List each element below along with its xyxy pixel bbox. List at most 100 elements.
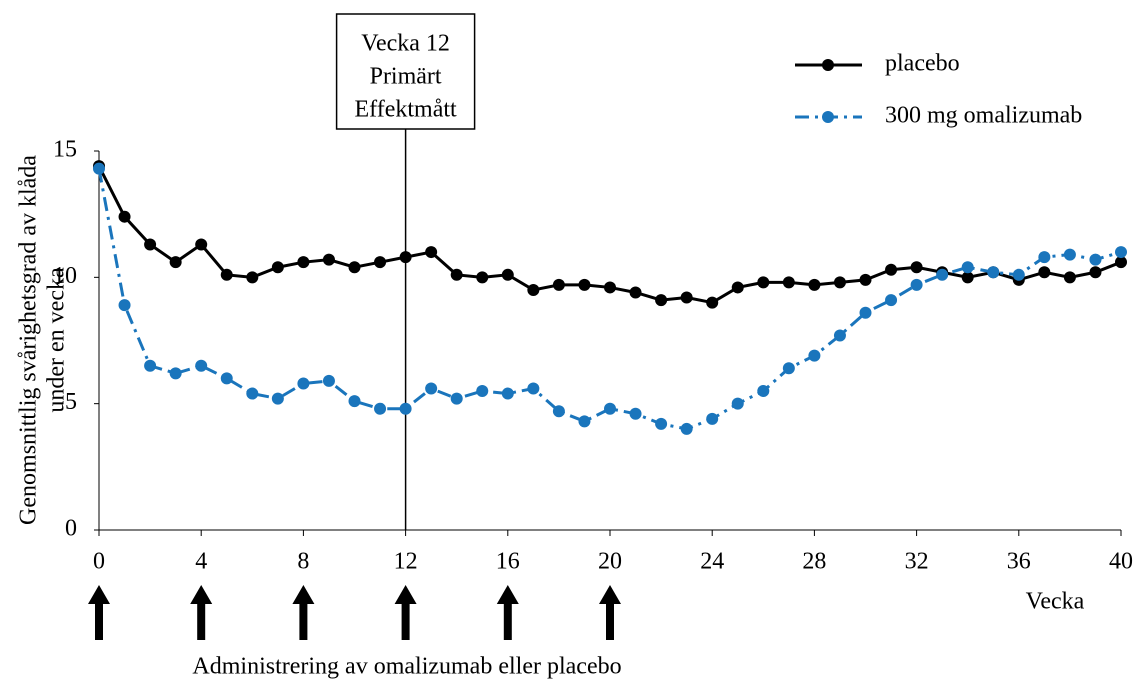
data-point bbox=[118, 299, 131, 312]
data-point bbox=[322, 253, 335, 266]
data-point bbox=[450, 392, 463, 405]
data-point bbox=[169, 256, 182, 269]
y-tick-label: 15 bbox=[53, 137, 77, 163]
data-point bbox=[680, 291, 693, 304]
data-point bbox=[1115, 246, 1127, 259]
legend-marker bbox=[822, 111, 834, 123]
data-point bbox=[833, 276, 846, 289]
data-point bbox=[655, 294, 668, 307]
data-point bbox=[552, 278, 565, 291]
data-point bbox=[169, 367, 182, 380]
data-point bbox=[297, 256, 310, 269]
data-point bbox=[578, 278, 591, 291]
data-point bbox=[399, 402, 412, 415]
data-point bbox=[399, 251, 412, 264]
data-point bbox=[501, 268, 514, 281]
annotation-text: Primärt bbox=[370, 64, 442, 90]
data-point bbox=[961, 271, 974, 284]
data-point bbox=[936, 268, 949, 281]
data-point bbox=[782, 276, 795, 289]
data-point bbox=[1012, 268, 1025, 281]
data-point bbox=[220, 372, 233, 385]
data-point bbox=[1115, 256, 1127, 269]
data-point bbox=[195, 359, 208, 372]
x-tick-label: 40 bbox=[1109, 549, 1133, 575]
data-point bbox=[833, 329, 846, 342]
data-point bbox=[144, 238, 157, 251]
data-point bbox=[527, 283, 540, 296]
data-point bbox=[706, 296, 719, 309]
data-point bbox=[757, 385, 770, 398]
data-point bbox=[808, 349, 821, 362]
y-tick-label: 5 bbox=[65, 389, 77, 415]
data-point bbox=[885, 263, 898, 276]
data-point bbox=[374, 402, 387, 415]
annotation-box bbox=[335, 13, 476, 130]
data-point bbox=[859, 306, 872, 319]
annotation-text: Vecka 12 bbox=[361, 31, 450, 57]
footer: Administrering av omalizumab eller place… bbox=[192, 654, 621, 680]
data-point bbox=[604, 281, 616, 294]
y-axis-label: Genomsnittlig svårighetsgrad av klåda bbox=[16, 155, 42, 525]
data-point bbox=[629, 407, 642, 420]
x-tick-label: 28 bbox=[802, 549, 826, 575]
data-point bbox=[476, 385, 489, 398]
x-tick-label: 0 bbox=[93, 549, 105, 575]
legend-marker bbox=[822, 59, 834, 71]
x-axis-label: Vecka bbox=[1026, 589, 1085, 615]
data-point bbox=[910, 278, 923, 291]
data-point bbox=[501, 387, 514, 400]
data-point bbox=[1089, 253, 1102, 266]
x-tick-label: 4 bbox=[195, 549, 207, 575]
data-point bbox=[808, 278, 821, 291]
y-tick-label: 0 bbox=[65, 516, 77, 542]
data-point bbox=[859, 273, 872, 286]
data-point bbox=[731, 397, 744, 410]
data-point bbox=[246, 271, 259, 284]
data-point bbox=[144, 359, 157, 372]
data-point bbox=[348, 395, 361, 408]
x-tick-label: 16 bbox=[496, 549, 520, 575]
data-point bbox=[476, 271, 489, 284]
annotation-text: Effektmått bbox=[355, 97, 458, 123]
data-point bbox=[757, 276, 770, 289]
data-point bbox=[782, 362, 795, 375]
data-point bbox=[527, 382, 540, 395]
legend-label: 300 mg omalizumab bbox=[885, 103, 1082, 129]
y-tick-label: 10 bbox=[53, 263, 77, 289]
data-point bbox=[271, 261, 284, 274]
x-tick-label: 32 bbox=[905, 549, 929, 575]
data-point bbox=[1089, 266, 1102, 279]
data-point bbox=[271, 392, 284, 405]
data-point bbox=[195, 238, 208, 251]
dose-arrow bbox=[496, 585, 519, 640]
data-point bbox=[348, 261, 361, 274]
data-point bbox=[987, 266, 1000, 279]
data-point bbox=[220, 268, 233, 281]
data-point bbox=[93, 162, 105, 175]
x-tick-label: 24 bbox=[700, 549, 724, 575]
data-point bbox=[706, 412, 719, 425]
data-point bbox=[118, 210, 131, 223]
data-point bbox=[322, 374, 335, 387]
data-point bbox=[604, 402, 616, 415]
data-point bbox=[246, 387, 259, 400]
dose-arrow bbox=[292, 585, 315, 640]
data-point bbox=[1063, 271, 1076, 284]
x-tick-label: 20 bbox=[598, 549, 622, 575]
data-point bbox=[961, 261, 974, 274]
data-point bbox=[655, 417, 668, 430]
dose-arrow bbox=[599, 585, 621, 640]
data-point bbox=[297, 377, 310, 390]
data-point bbox=[885, 294, 898, 307]
data-point bbox=[731, 281, 744, 294]
legend-label: placebo bbox=[885, 51, 960, 77]
x-tick-label: 12 bbox=[394, 549, 418, 575]
dose-arrow bbox=[88, 585, 110, 640]
data-point bbox=[552, 405, 565, 418]
data-point bbox=[450, 268, 463, 281]
dose-arrow bbox=[394, 585, 417, 640]
data-point bbox=[578, 415, 591, 428]
data-point bbox=[680, 422, 693, 435]
